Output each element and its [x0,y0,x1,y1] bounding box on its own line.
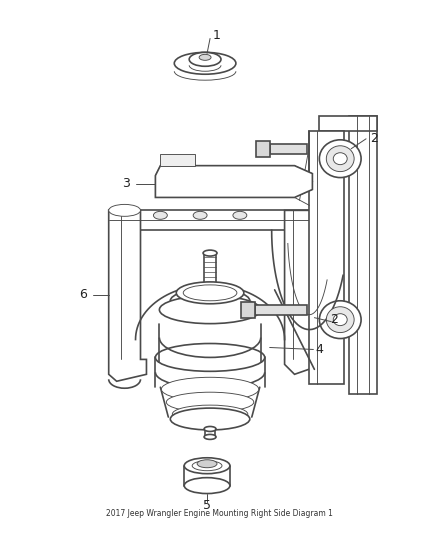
Ellipse shape [319,301,361,338]
Polygon shape [109,211,146,381]
Text: 4: 4 [315,343,323,356]
Ellipse shape [233,212,247,219]
Ellipse shape [333,314,347,326]
Polygon shape [160,154,195,166]
Polygon shape [255,305,307,314]
Ellipse shape [326,307,354,333]
Ellipse shape [184,478,230,494]
Text: 2: 2 [330,313,338,326]
Polygon shape [270,144,307,154]
Ellipse shape [174,52,236,74]
Ellipse shape [184,458,230,474]
Ellipse shape [204,426,216,431]
Ellipse shape [166,392,254,412]
Ellipse shape [159,296,261,324]
Polygon shape [256,141,270,157]
Ellipse shape [153,212,167,219]
Polygon shape [109,211,314,230]
Ellipse shape [161,377,259,401]
Ellipse shape [183,285,237,301]
Ellipse shape [192,461,222,471]
Text: 5: 5 [203,499,211,512]
Polygon shape [241,302,255,318]
Text: 2: 2 [370,132,378,146]
Polygon shape [319,116,377,131]
Text: 1: 1 [213,29,221,42]
Polygon shape [309,131,344,384]
Ellipse shape [326,146,354,172]
Text: 3: 3 [122,177,130,190]
Ellipse shape [155,343,265,372]
Ellipse shape [204,434,216,439]
Ellipse shape [170,408,250,430]
Ellipse shape [109,204,141,216]
Ellipse shape [197,460,217,468]
Ellipse shape [333,153,347,165]
Text: 6: 6 [79,288,87,301]
Polygon shape [349,116,377,394]
Text: 2017 Jeep Wrangler Engine Mounting Right Side Diagram 1: 2017 Jeep Wrangler Engine Mounting Right… [106,510,332,519]
Ellipse shape [172,405,248,423]
Polygon shape [155,166,312,197]
Ellipse shape [199,54,211,60]
Ellipse shape [193,212,207,219]
Ellipse shape [319,140,361,177]
Ellipse shape [170,289,250,313]
Ellipse shape [189,52,221,66]
Ellipse shape [203,250,217,256]
Ellipse shape [176,282,244,304]
Polygon shape [285,211,314,374]
Polygon shape [155,166,312,197]
